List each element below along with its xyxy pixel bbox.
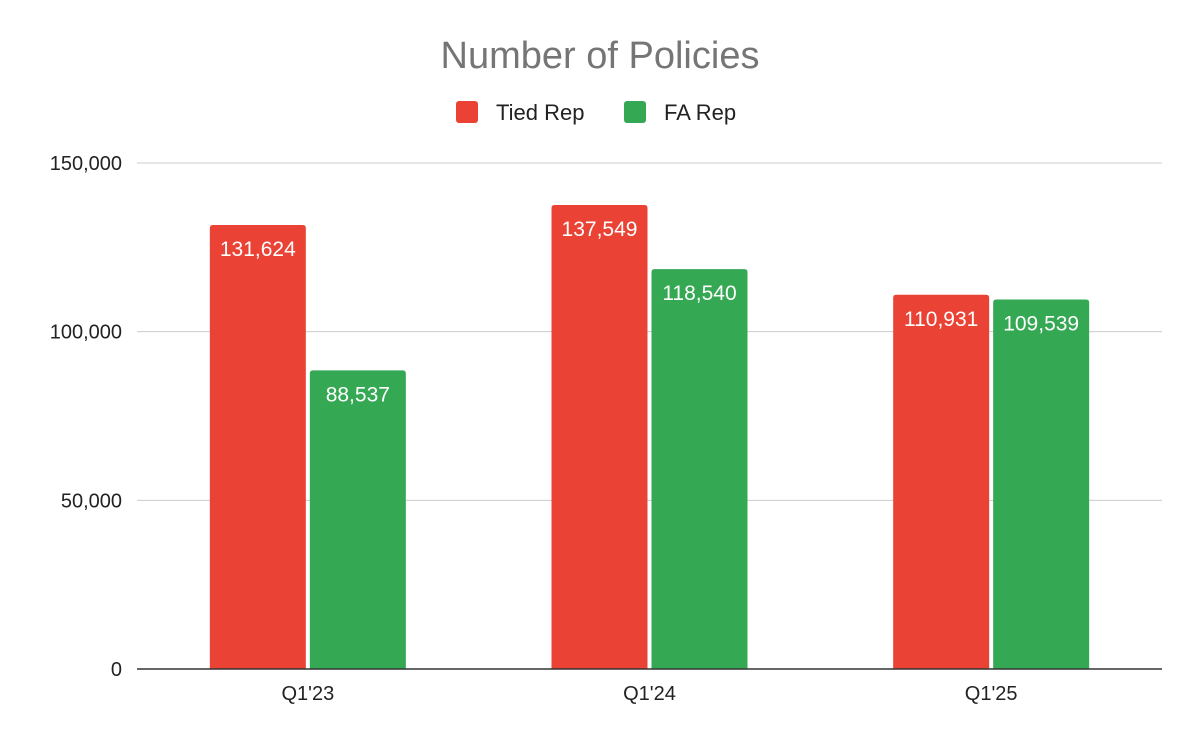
y-tick-label: 150,000: [50, 153, 122, 175]
x-tick-label: Q1'25: [965, 683, 1018, 705]
legend-label-1: Tied Rep: [496, 100, 584, 125]
bar-tied-rep-1: [209, 224, 306, 669]
legend-swatch-1: [456, 101, 478, 123]
bar-value-label: 110,931: [904, 308, 978, 331]
bar-value-label: 109,539: [1003, 312, 1079, 335]
bar-tied-rep-2: [551, 205, 648, 669]
bar-tied-rep-3: [893, 294, 990, 669]
bar-value-label: 137,549: [562, 218, 638, 241]
y-tick-label: 0: [111, 659, 122, 681]
bars: [209, 205, 1090, 669]
bar-fa-rep-1: [309, 370, 406, 669]
bar-value-label: 118,540: [662, 282, 736, 305]
x-axis-tick-labels: Q1'23 Q1'24 Q1'25: [281, 683, 1017, 705]
bar-value-label: 131,624: [220, 238, 296, 261]
legend: Tied Rep FA Rep: [456, 100, 736, 125]
y-axis-tick-labels: 0 50,000 100,000 150,000: [50, 153, 122, 681]
gridlines: [137, 162, 1162, 501]
bar-fa-rep-2: [651, 269, 748, 669]
legend-swatch-2: [624, 101, 646, 123]
bar-fa-rep-3: [993, 299, 1090, 669]
legend-label-2: FA Rep: [664, 100, 736, 125]
chart-title: Number of Policies: [441, 35, 760, 77]
bar-data-labels: 131,624 88,537 137,549 118,540 110,931 109,53…: [220, 218, 1079, 406]
y-tick-label: 100,000: [50, 322, 122, 344]
y-tick-label: 50,000: [61, 490, 122, 512]
bar-value-label: 88,537: [326, 383, 390, 406]
x-tick-label: Q1'24: [623, 683, 676, 705]
x-tick-label: Q1'23: [281, 683, 334, 705]
